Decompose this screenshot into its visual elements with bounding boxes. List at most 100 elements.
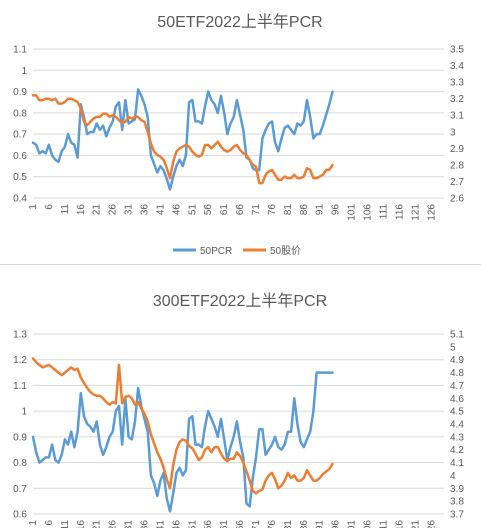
x-tick-label: 121 <box>410 520 421 528</box>
x-axis-ticks: 1611162126313641465156616671768186919610… <box>28 520 437 528</box>
x-tick-label: 81 <box>283 520 294 528</box>
x-tick-label: 76 <box>267 204 278 216</box>
y-left-tick-label: 0.6 <box>13 151 27 162</box>
x-tick-label: 71 <box>251 204 262 216</box>
x-tick-label: 106 <box>363 520 374 528</box>
x-tick-label: 56 <box>203 520 214 528</box>
y-left-tick-label: 0.9 <box>13 87 27 98</box>
x-tick-label: 116 <box>394 520 405 528</box>
x-tick-label: 101 <box>347 204 358 221</box>
right-axis-ticks: 3.7 3.8 3.9 4 4.1 4.2 4.34.4 4.5 4.6 4.7 4.8 4.9 55.… <box>450 330 464 521</box>
x-tick-label: 61 <box>219 520 230 528</box>
x-tick-label: 86 <box>299 520 310 528</box>
left-axis-ticks: 0.4 0.5 0.6 0.7 0.8 0.9 1 1.1 <box>13 45 27 205</box>
x-tick-label: 31 <box>124 204 135 216</box>
chart-title: 300ETF2022上半年PCR <box>153 292 327 310</box>
left-axis-ticks: 0.6 0.7 0.8 0.9 1 1.1 1.2 1.3 <box>13 330 27 521</box>
y-left-tick-label: 0.7 <box>13 484 27 495</box>
y-left-tick-label: 0.9 <box>13 432 27 443</box>
legend[interactable]: 50PCR 50股价 <box>173 245 301 257</box>
x-tick-label: 41 <box>155 204 166 216</box>
x-tick-label: 126 <box>426 520 437 528</box>
y-right-tick-label: 3.4 <box>450 61 464 72</box>
y-left-tick-label: 0.5 <box>13 172 27 183</box>
x-tick-label: 1 <box>28 520 39 526</box>
y-right-tick-label: 3.9 <box>450 484 464 495</box>
x-tick-label: 76 <box>267 520 278 528</box>
y-right-tick-label: 3.8 <box>450 497 464 508</box>
y-right-tick-label: 3 <box>450 127 456 138</box>
x-tick-label: 111 <box>378 204 389 220</box>
y-right-tick-label: 2.7 <box>450 177 464 188</box>
x-tick-label: 6 <box>44 204 55 210</box>
y-left-tick-label: 0.8 <box>13 458 27 469</box>
legend-label-50pcr: 50PCR <box>200 246 232 257</box>
x-tick-label: 66 <box>235 520 246 528</box>
y-right-tick-label: 2.6 <box>450 194 464 205</box>
series-line-300股价 <box>31 357 334 495</box>
x-tick-label: 16 <box>76 520 87 528</box>
series-lines <box>31 357 334 513</box>
chart-300etf: 300ETF2022上半年PCR 0.60.70.80.911.11.21.3 … <box>13 292 464 528</box>
x-tick-label: 91 <box>315 520 326 528</box>
x-tick-label: 126 <box>426 204 437 221</box>
y-right-tick-label: 2.8 <box>450 160 464 171</box>
x-tick-label: 96 <box>331 204 342 216</box>
x-tick-label: 81 <box>283 204 294 216</box>
x-tick-label: 106 <box>363 204 374 221</box>
x-tick-label: 46 <box>171 204 182 216</box>
y-left-tick-label: 1.3 <box>13 330 27 341</box>
series-line-50股价 <box>31 94 334 185</box>
x-tick-label: 11 <box>60 204 71 215</box>
y-right-tick-label: 4.8 <box>450 368 464 379</box>
y-right-tick-label: 2.9 <box>450 144 464 155</box>
y-left-tick-label: 1 <box>21 407 27 418</box>
x-tick-label: 61 <box>219 204 230 216</box>
x-tick-label: 116 <box>394 204 405 220</box>
x-tick-label: 66 <box>235 204 246 216</box>
gridlines <box>33 48 444 199</box>
legend-label-50price: 50股价 <box>270 245 301 257</box>
x-tick-label: 71 <box>251 520 262 528</box>
chart-divider <box>0 264 481 265</box>
right-axis-ticks: 2.6 2.7 2.8 2.9 3 3.1 3.2 3.3 3.4 3.5 <box>450 45 464 205</box>
y-left-tick-label: 0.6 <box>13 510 27 521</box>
y-right-tick-label: 4 <box>450 471 456 482</box>
x-tick-label: 121 <box>410 204 421 221</box>
x-tick-label: 51 <box>187 520 198 528</box>
y-right-tick-label: 3.2 <box>450 94 464 105</box>
x-tick-label: 16 <box>76 204 87 216</box>
y-left-tick-label: 1.1 <box>13 381 27 392</box>
y-right-tick-label: 5.1 <box>450 330 464 341</box>
y-right-tick-label: 4.3 <box>450 432 464 443</box>
x-tick-label: 11 <box>60 520 71 528</box>
y-right-tick-label: 3.1 <box>450 111 464 122</box>
y-right-tick-label: 4.2 <box>450 445 464 456</box>
x-tick-label: 56 <box>203 204 214 216</box>
x-tick-label: 111 <box>378 520 389 528</box>
x-tick-label: 31 <box>124 520 135 528</box>
y-right-tick-label: 5 <box>450 342 456 353</box>
x-tick-label: 36 <box>140 520 151 528</box>
y-right-tick-label: 4.7 <box>450 381 464 392</box>
y-right-tick-label: 3.3 <box>450 78 464 89</box>
x-tick-label: 51 <box>187 204 198 216</box>
y-left-tick-label: 1.1 <box>13 45 27 56</box>
x-tick-label: 46 <box>171 520 182 528</box>
y-left-tick-label: 0.7 <box>13 130 27 141</box>
x-tick-label: 21 <box>92 204 103 216</box>
x-tick-label: 101 <box>347 520 358 528</box>
x-tick-label: 21 <box>92 520 103 528</box>
y-left-tick-label: 1 <box>21 66 27 77</box>
y-right-tick-label: 4.5 <box>450 407 464 418</box>
y-right-tick-label: 4.9 <box>450 355 464 366</box>
x-tick-label: 26 <box>108 520 119 528</box>
series-lines <box>31 88 334 191</box>
y-right-tick-label: 3.7 <box>450 510 464 521</box>
y-left-tick-label: 0.4 <box>13 194 27 205</box>
y-right-tick-label: 3.5 <box>450 45 464 56</box>
x-tick-label: 26 <box>108 204 119 216</box>
x-tick-label: 91 <box>315 204 326 216</box>
